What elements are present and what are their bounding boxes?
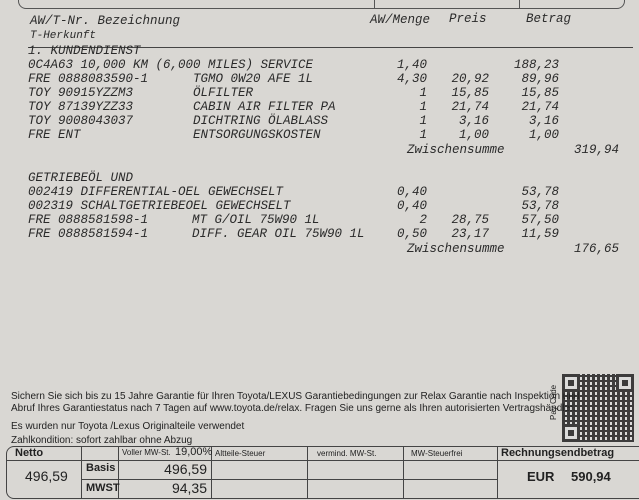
pay-code-label: Pay Code bbox=[549, 384, 558, 420]
item-amount: 89,96 bbox=[521, 72, 559, 86]
item-amount: 21,74 bbox=[521, 100, 559, 114]
basis-value: 496,59 bbox=[164, 461, 207, 477]
item-code: FRE 0888581594-1 bbox=[28, 227, 149, 241]
item-description: TGMO 0W20 AFE 1L bbox=[193, 72, 314, 86]
item-amount: 53,78 bbox=[521, 199, 559, 213]
warranty-text-2: Abruf Ihres Garantiestatus nach 7 Tagen … bbox=[11, 403, 576, 414]
subtotal-value: 319,94 bbox=[573, 143, 619, 157]
item-amount: 3,16 bbox=[528, 114, 559, 128]
item-qty: 1 bbox=[419, 128, 427, 142]
item-description: DICHTRING ÖLABLASS bbox=[193, 114, 329, 128]
full-vat-rate: 19,00% bbox=[175, 446, 213, 458]
netto-value: 496,59 bbox=[25, 468, 68, 484]
pay-qr-code bbox=[562, 374, 634, 442]
mwst-value: 94,35 bbox=[171, 480, 207, 496]
item-description: MT G/OIL 75W90 1L bbox=[192, 213, 320, 227]
subtotal-label: Zwischensumme bbox=[407, 242, 505, 256]
item-code: 0C4A63 10,000 KM (6,000 MILES) SERVICE bbox=[28, 58, 314, 72]
item-amount: 53,78 bbox=[521, 185, 559, 199]
item-description: CABIN AIR FILTER PA bbox=[193, 100, 336, 114]
previous-header-table bbox=[18, 0, 625, 9]
header-divider bbox=[28, 47, 633, 48]
total-currency: EUR bbox=[527, 469, 555, 484]
warranty-text-1: Sichern Sie sich bis zu 15 Jahre Garanti… bbox=[11, 391, 580, 402]
total-label: Rechnungsendbetrag bbox=[501, 447, 615, 459]
item-price: 15,85 bbox=[451, 86, 489, 100]
total-value: 590,94 bbox=[571, 469, 611, 484]
item-price: 23,17 bbox=[451, 227, 489, 241]
col-amount: Betrag bbox=[526, 12, 572, 26]
item-amount: 57,50 bbox=[521, 213, 559, 227]
item-code: 002319 SCHALTGETRIEBEOEL GEWECHSELT bbox=[28, 199, 291, 213]
item-qty: 0,50 bbox=[396, 227, 427, 241]
item-amount: 188,23 bbox=[513, 58, 559, 72]
totals-table: Netto 496,59 Basis MWST Voller MW-St. 19… bbox=[6, 446, 639, 499]
item-amount: 1,00 bbox=[528, 128, 559, 142]
item-code: FRE ENT bbox=[28, 128, 81, 142]
item-qty: 4,30 bbox=[396, 72, 427, 86]
item-price: 21,74 bbox=[451, 100, 489, 114]
item-description: ÖLFILTER bbox=[193, 86, 254, 100]
item-price: 3,16 bbox=[458, 114, 489, 128]
col-origin: T-Herkunft bbox=[30, 30, 97, 42]
item-code: FRE 0888581598-1 bbox=[28, 213, 149, 227]
reduced-vat-label: vermind. MW-St. bbox=[317, 449, 377, 458]
item-price: 28,75 bbox=[451, 213, 489, 227]
subtotal-value: 176,65 bbox=[573, 242, 619, 256]
basis-label: Basis bbox=[86, 462, 116, 474]
col-code-desc: AW/T-Nr. Bezeichnung bbox=[30, 14, 181, 28]
full-vat-label: Voller MW-St. bbox=[122, 448, 171, 457]
mwst-label: MWST bbox=[86, 482, 120, 494]
col-price: Preis bbox=[449, 12, 487, 26]
section-title: GETRIEBEÖL UND bbox=[28, 171, 134, 185]
item-description: DIFF. GEAR OIL 75W90 1L bbox=[192, 227, 365, 241]
col-qty: AW/Menge bbox=[370, 13, 431, 27]
item-qty: 0,40 bbox=[396, 185, 427, 199]
item-code: 002419 DIFFERENTIAL-OEL GEWECHSELT bbox=[28, 185, 284, 199]
subtotal-label: Zwischensumme bbox=[407, 143, 505, 157]
item-qty: 1 bbox=[419, 100, 427, 114]
item-qty: 1,40 bbox=[396, 58, 427, 72]
item-amount: 15,85 bbox=[521, 86, 559, 100]
old-parts-tax-label: Altteile-Steuer bbox=[215, 449, 266, 458]
item-amount: 11,59 bbox=[521, 227, 559, 241]
item-qty: 2 bbox=[419, 213, 427, 227]
netto-label: Netto bbox=[15, 447, 44, 459]
original-parts-note: Es wurden nur Toyota /Lexus Originalteil… bbox=[11, 421, 245, 432]
item-qty: 1 bbox=[419, 86, 427, 100]
item-code: TOY 9008043037 bbox=[28, 114, 134, 128]
item-code: TOY 87139YZZ33 bbox=[28, 100, 134, 114]
item-qty: 1 bbox=[419, 114, 427, 128]
item-description: ENTSORGUNGSKOSTEN bbox=[193, 128, 321, 142]
item-code: TOY 90915YZZM3 bbox=[28, 86, 134, 100]
item-price: 20,92 bbox=[451, 72, 489, 86]
item-qty: 0,40 bbox=[396, 199, 427, 213]
payment-terms: Zahlkondition: sofort zahlbar ohne Abzug bbox=[11, 435, 193, 446]
vat-free-label: MW-Steuerfrei bbox=[411, 449, 463, 458]
section-title: 1. KUNDENDIENST bbox=[28, 44, 141, 58]
item-price: 1,00 bbox=[458, 128, 489, 142]
item-code: FRE 0888083590-1 bbox=[28, 72, 149, 86]
